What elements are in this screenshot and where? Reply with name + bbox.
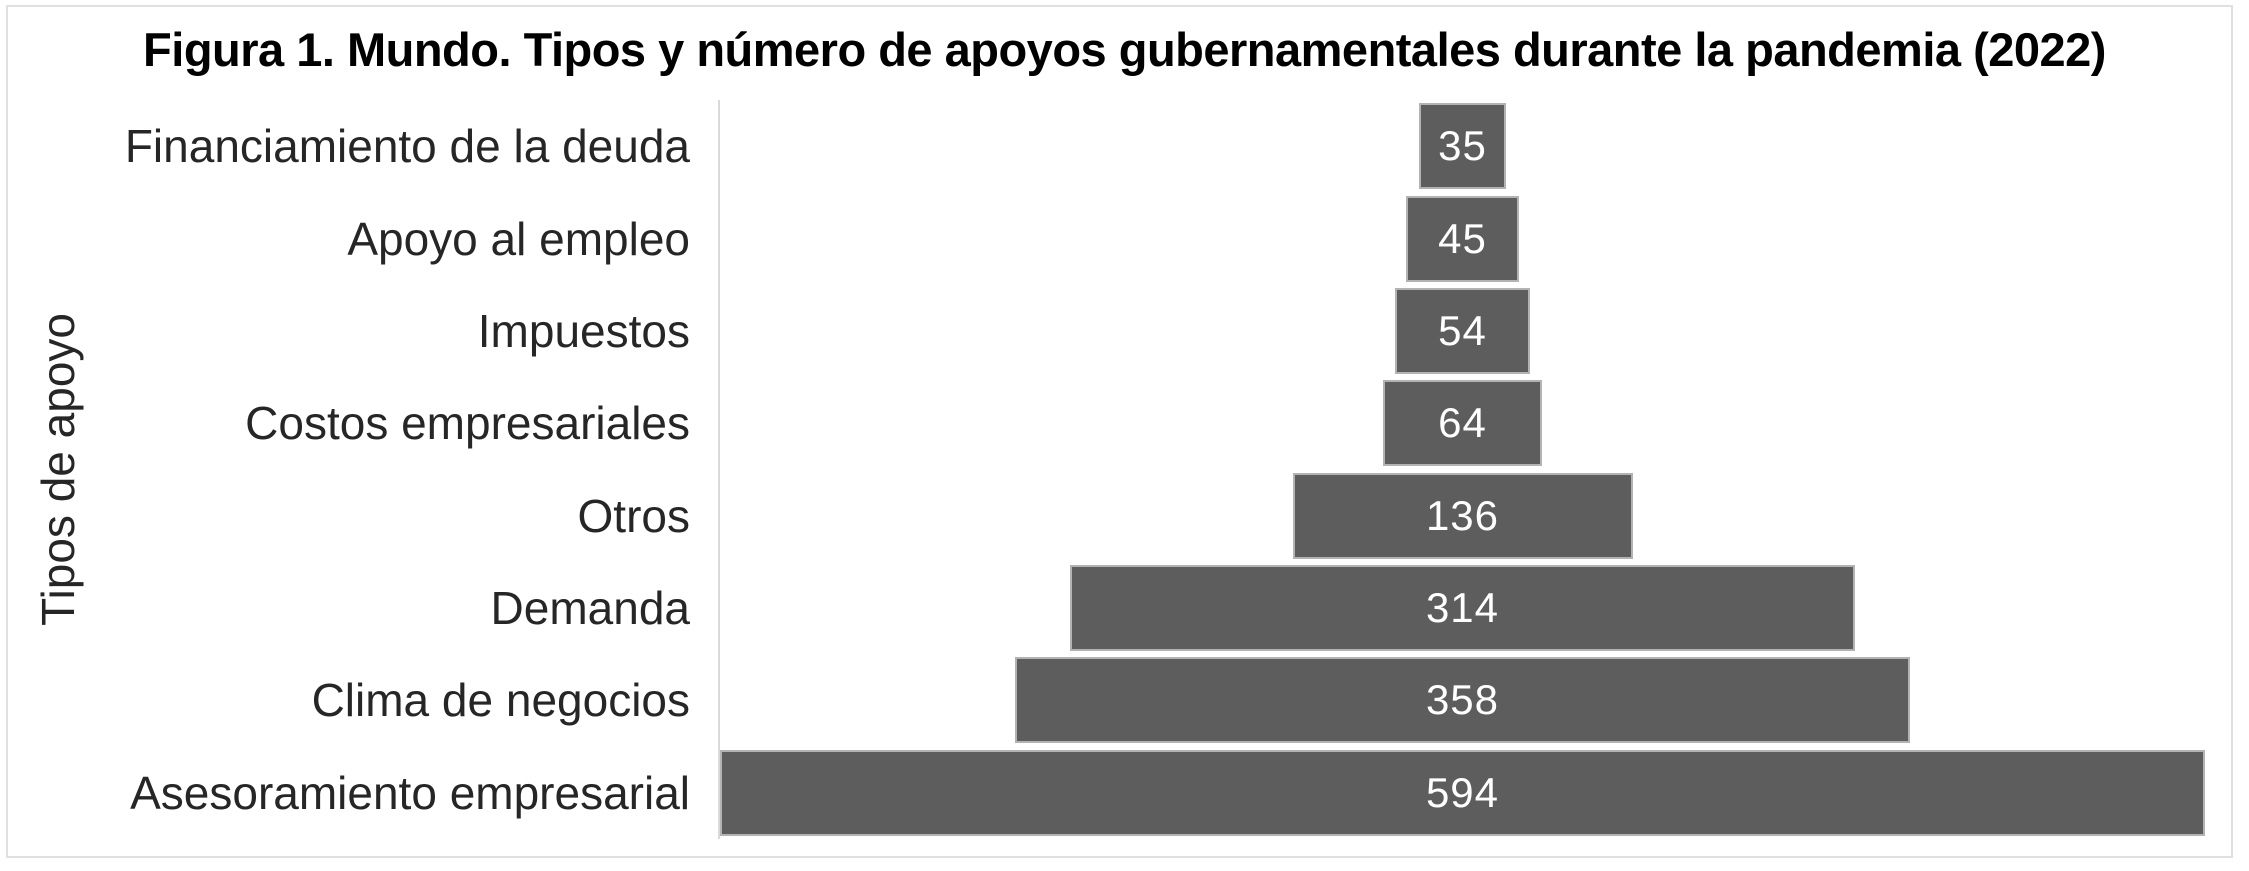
bar-apoyo-al-empleo: 45	[1406, 195, 1519, 282]
category-label: Apoyo al empleo	[347, 212, 690, 265]
y-axis-label-wrap: Tipos de apoyo	[18, 100, 98, 839]
category-label-row: Financiamiento de la deuda	[100, 100, 690, 192]
bar-costos-empresariales: 64	[1382, 380, 1543, 467]
bar-impuestos: 54	[1395, 287, 1530, 374]
category-label-row: Asesoramiento empresarial	[100, 747, 690, 839]
bar-asesoramiento-empresarial: 594	[720, 749, 2205, 836]
category-label: Otros	[577, 489, 690, 542]
bar-row: 594	[720, 747, 2205, 839]
plot-area: 35 45 54 64 136 314 358 594	[718, 100, 2205, 839]
category-label: Costos empresariales	[245, 397, 690, 450]
bar-value-label: 45	[1438, 214, 1487, 262]
category-label-row: Apoyo al empleo	[100, 192, 690, 284]
category-label-row: Demanda	[100, 562, 690, 654]
category-labels-column: Financiamiento de la deuda Apoyo al emple…	[100, 100, 690, 839]
category-label-row: Costos empresariales	[100, 377, 690, 469]
bar-row: 64	[720, 377, 2205, 469]
category-label: Impuestos	[477, 304, 690, 357]
category-label-row: Impuestos	[100, 285, 690, 377]
bar-value-label: 35	[1438, 122, 1487, 170]
bar-row: 314	[720, 562, 2205, 654]
category-label: Clima de negocios	[311, 674, 690, 727]
chart-title: Figura 1. Mundo. Tipos y número de apoyo…	[143, 23, 2106, 76]
bar-value-label: 136	[1425, 491, 1500, 539]
category-label-row: Clima de negocios	[100, 654, 690, 746]
category-label: Financiamiento de la deuda	[124, 120, 690, 173]
bar-row: 358	[720, 654, 2205, 746]
category-label-row: Otros	[100, 470, 690, 562]
bar-row: 35	[720, 100, 2205, 192]
bar-financiamiento-de-la-deuda: 35	[1418, 103, 1507, 190]
bar-value-label: 314	[1425, 584, 1500, 632]
bar-value-label: 594	[1425, 768, 1500, 816]
bar-row: 136	[720, 470, 2205, 562]
category-label: Demanda	[490, 582, 690, 635]
category-label: Asesoramiento empresarial	[130, 766, 690, 819]
bar-clima-de-negocios: 358	[1015, 657, 1910, 744]
y-axis-label: Tipos de apoyo	[32, 313, 84, 626]
bar-row: 45	[720, 192, 2205, 284]
bar-row: 54	[720, 285, 2205, 377]
bar-value-label: 54	[1438, 306, 1487, 354]
bar-demanda: 314	[1070, 565, 1855, 652]
bar-otros: 136	[1292, 472, 1633, 559]
bar-value-label: 358	[1425, 676, 1500, 724]
bar-value-label: 64	[1438, 399, 1487, 447]
